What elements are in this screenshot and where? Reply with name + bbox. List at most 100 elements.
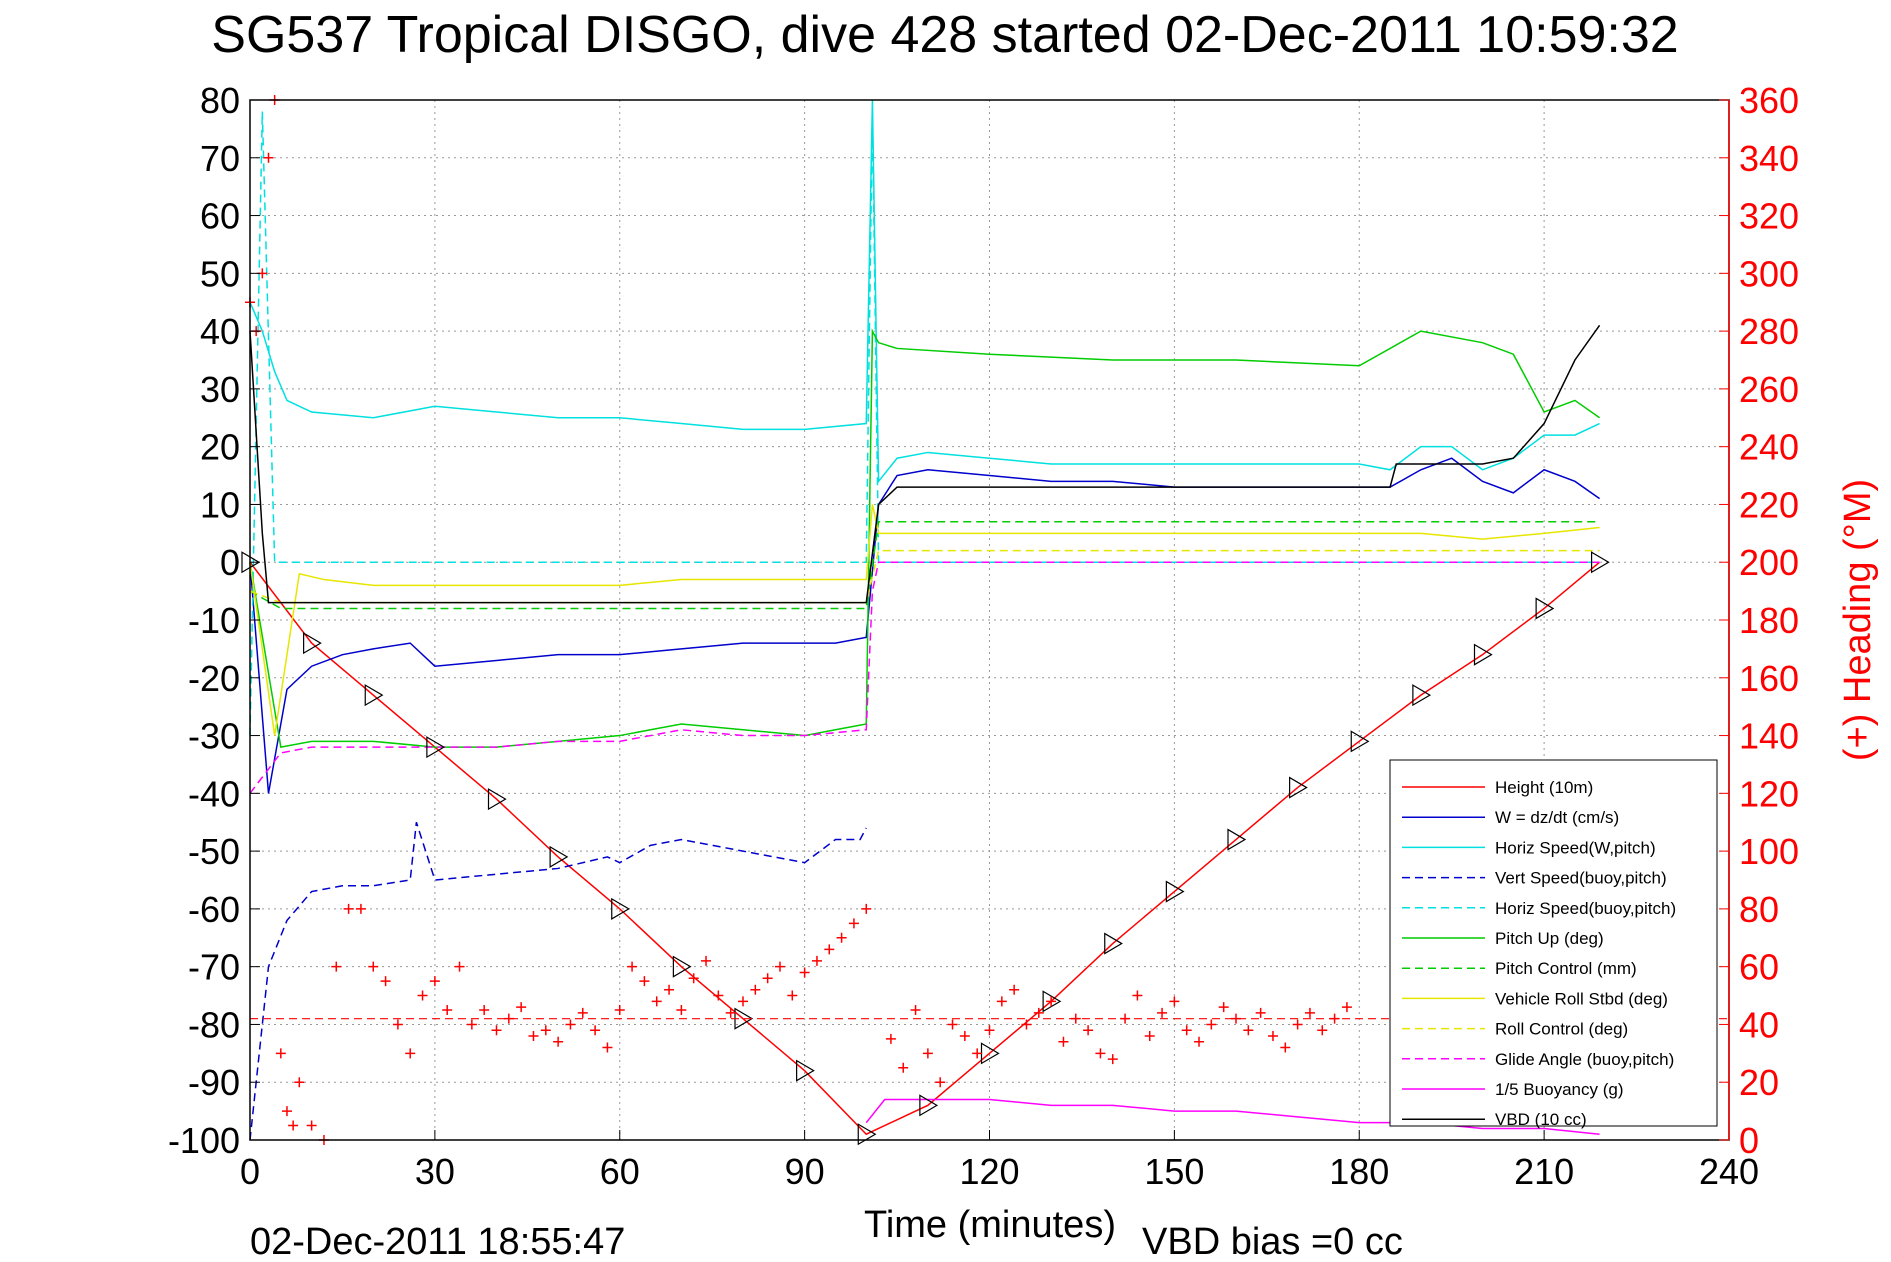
heading-point xyxy=(787,990,798,1001)
heading-point xyxy=(331,961,342,972)
heading-point xyxy=(738,996,748,1007)
heading-point xyxy=(392,1019,403,1030)
heading-point xyxy=(1157,1007,1168,1018)
y2-tick-label: 360 xyxy=(1739,80,1799,121)
heading-point xyxy=(1317,1025,1328,1036)
heading-point xyxy=(1107,1054,1118,1065)
footer-vbd-bias: VBD bias =0 cc xyxy=(1142,1221,1403,1262)
series-line-10 xyxy=(865,1098,1600,1135)
x-tick-label: 90 xyxy=(785,1151,825,1192)
heading-point xyxy=(1144,1031,1155,1041)
height-marker xyxy=(1289,776,1308,799)
series-line-9 xyxy=(249,561,1600,794)
heading-point xyxy=(343,903,354,914)
y2-tick-label: 60 xyxy=(1739,947,1779,988)
y-tick-label: 0 xyxy=(220,542,240,583)
series-line-5 xyxy=(249,328,1601,748)
series-line-11 xyxy=(249,324,1601,604)
y-tick-label: 60 xyxy=(200,196,240,237)
x-tick-label: 150 xyxy=(1144,1151,1204,1192)
heading-point xyxy=(947,1019,958,1030)
heading-point xyxy=(454,961,465,972)
x-tick-label: 120 xyxy=(959,1151,1019,1192)
height-marker xyxy=(796,1059,815,1082)
height-marker xyxy=(1104,932,1123,955)
x-tick-label: 240 xyxy=(1699,1151,1759,1192)
heading-point xyxy=(1181,1025,1192,1036)
heading-point xyxy=(1255,1007,1266,1018)
heading-point xyxy=(288,1120,299,1131)
heading-point xyxy=(861,903,872,914)
y-tick-label: -20 xyxy=(188,658,240,699)
heading-point xyxy=(1341,1002,1352,1013)
x-tick-label: 210 xyxy=(1514,1151,1574,1192)
heading-point xyxy=(263,152,274,163)
heading-point xyxy=(922,1048,933,1059)
heading-point xyxy=(1021,1019,1032,1030)
legend-entry: VBD (10 cc) xyxy=(1495,1110,1587,1129)
heading-point xyxy=(651,996,662,1007)
heading-point xyxy=(848,918,859,929)
heading-point xyxy=(565,1019,576,1030)
legend-entry: Roll Control (deg) xyxy=(1495,1020,1628,1039)
y2-tick-label: 100 xyxy=(1739,831,1799,872)
heading-point xyxy=(1009,984,1020,995)
y2-tick-label: 320 xyxy=(1739,196,1799,237)
heading-point xyxy=(885,1033,896,1044)
y2-tick-label: 40 xyxy=(1739,1004,1779,1045)
y-tick-label: -100 xyxy=(168,1120,240,1161)
heading-point xyxy=(959,1031,970,1041)
y2-tick-label: 220 xyxy=(1739,484,1799,525)
heading-point xyxy=(275,1048,286,1059)
legend-box xyxy=(1389,759,1718,1127)
y2-tick-label: 0 xyxy=(1739,1120,1759,1161)
series-line-6 xyxy=(249,521,1600,610)
heading-point xyxy=(996,996,1007,1007)
legend-entry: Height (10m) xyxy=(1495,778,1593,797)
heading-point xyxy=(294,1077,305,1088)
heading-point xyxy=(1304,1007,1315,1018)
heading-point xyxy=(935,1077,946,1088)
heading-point xyxy=(824,944,835,955)
height-marker xyxy=(1227,828,1247,851)
y-tick-label: -10 xyxy=(188,600,240,641)
y-tick-label: -50 xyxy=(188,831,240,872)
y-tick-label: -70 xyxy=(188,947,240,988)
heading-point xyxy=(442,1005,453,1015)
y-tick-label: -40 xyxy=(188,773,240,814)
heading-point xyxy=(429,976,440,987)
y2-tick-label: 300 xyxy=(1739,253,1799,294)
y2-tick-label: 180 xyxy=(1739,600,1799,641)
heading-point xyxy=(984,1025,995,1036)
heading-point xyxy=(516,1002,527,1013)
heading-point xyxy=(417,990,428,1001)
heading-point xyxy=(1058,1036,1069,1047)
height-marker xyxy=(1590,551,1610,574)
y2-tick-label: 160 xyxy=(1739,658,1799,699)
heading-point xyxy=(676,1005,687,1015)
heading-point xyxy=(281,1106,292,1117)
legend-entry: Pitch Up (deg) xyxy=(1495,929,1604,948)
heading-point xyxy=(1194,1036,1205,1047)
legend-entry: Horiz Speed(buoy,pitch) xyxy=(1495,899,1676,918)
heading-point xyxy=(479,1005,490,1015)
height-marker xyxy=(426,736,446,759)
heading-point xyxy=(405,1048,416,1059)
heading-point xyxy=(466,1019,477,1030)
heading-point xyxy=(627,961,638,972)
y2-tick-label: 260 xyxy=(1739,369,1799,410)
x-axis-label: Time (minutes) xyxy=(864,1204,1116,1246)
y-tick-label: 70 xyxy=(200,138,240,179)
x-tick-label: 180 xyxy=(1329,1151,1389,1192)
heading-point xyxy=(614,1005,625,1015)
heading-point xyxy=(1267,1031,1278,1041)
footer-timestamp: 02-Dec-2011 18:55:47 xyxy=(250,1221,625,1262)
heading-point xyxy=(602,1042,613,1053)
heading-point xyxy=(1033,1007,1044,1018)
legend-entry: 1/5 Buoyancy (g) xyxy=(1495,1080,1624,1099)
heading-point xyxy=(1083,1025,1094,1036)
heading-point xyxy=(713,990,724,1001)
legend-entry: Vehicle Roll Stbd (deg) xyxy=(1495,989,1668,1008)
heading-point xyxy=(836,932,847,943)
height-marker xyxy=(611,897,630,920)
